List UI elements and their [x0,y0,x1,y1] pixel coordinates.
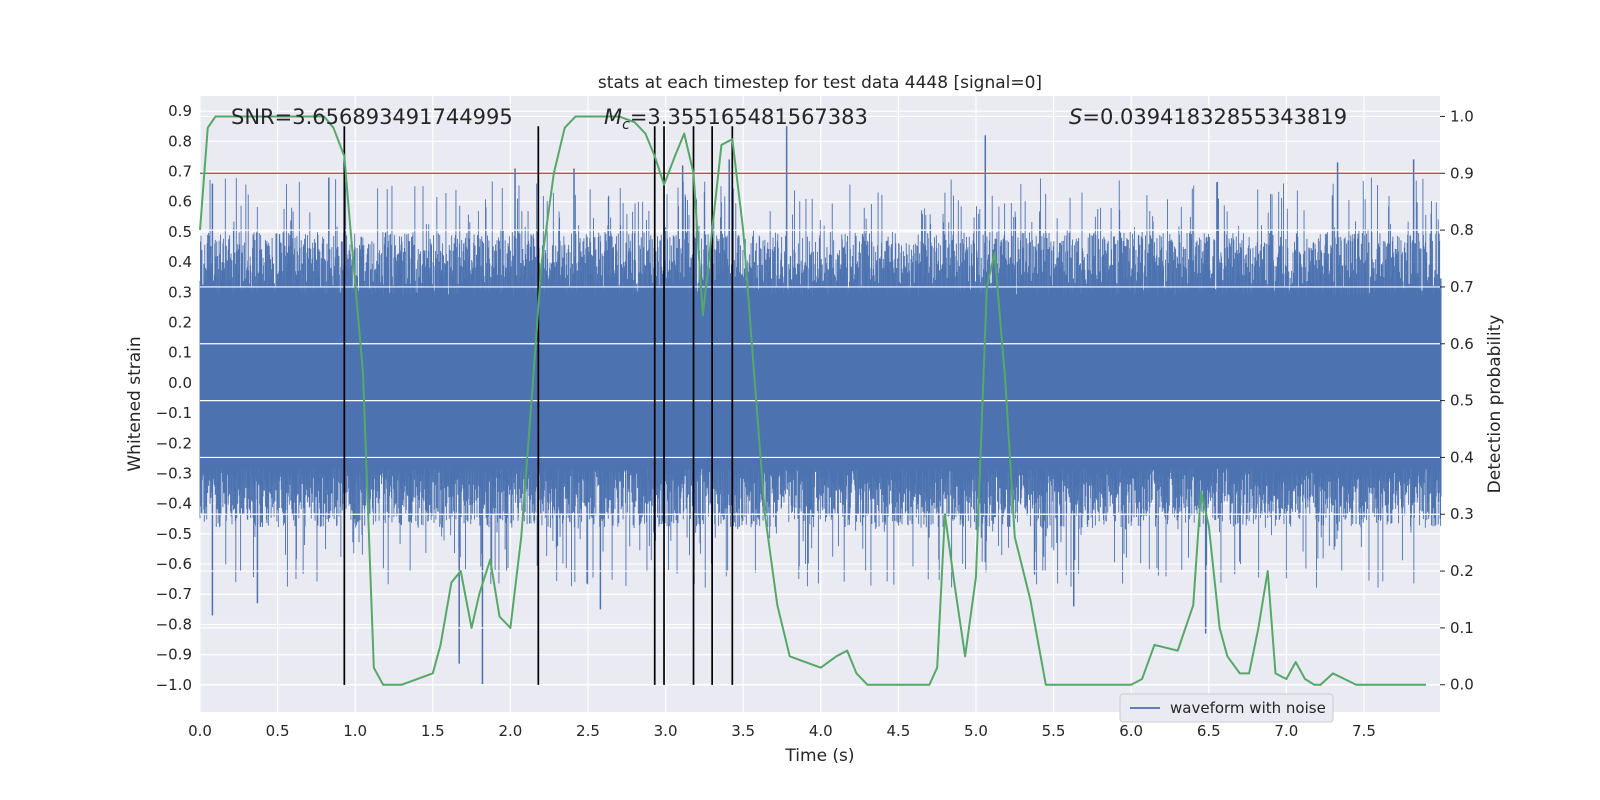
probability-line [199,115,1427,686]
y2-tick-label: 0.2 [1450,562,1474,580]
y-tick-label: 0.2 [168,313,192,331]
y2-tick-label: 0.8 [1450,221,1474,239]
x-tick-label: 2.5 [576,722,600,740]
y-tick-label: 0.9 [168,102,192,120]
x-tick-label: 6.5 [1197,722,1221,740]
y-tick-label: 0.6 [168,193,192,211]
s-value: =0.03941832855343819 [1082,105,1347,129]
y-tick-label: −0.2 [156,434,192,452]
y-tick-label: 0.7 [168,162,192,180]
vertical-markers [343,126,734,685]
x-tick-label: 5.5 [1042,722,1066,740]
y-tick-label: −0.1 [156,404,192,422]
x-tick-label: 4.5 [886,722,910,740]
y2-tick-label: 0.0 [1450,676,1474,694]
mc-subscript: c [622,117,630,133]
waveform-series [199,126,1442,685]
mc-value: =3.355165481567383 [630,105,868,129]
x-tick-label: 0.0 [188,722,212,740]
snr-annotation: SNR=3.656893491744995 [231,105,513,129]
x-tick-label: 3.0 [654,722,678,740]
x-tick-label: 1.0 [343,722,367,740]
y2-tick-label: 0.3 [1450,505,1474,523]
probability-series [199,115,1427,686]
x-tick-label: 1.5 [421,722,445,740]
y-tick-label: −0.9 [156,646,192,664]
y2-tick-label: 0.4 [1450,448,1474,466]
x-tick-label: 0.5 [266,722,290,740]
y-tick-label: −0.5 [156,525,192,543]
y-tick-label: 0.1 [168,344,192,362]
y-tick-label: −0.6 [156,555,192,573]
x-axis-label: Time (s) [784,746,854,766]
x-tick-label: 3.5 [731,722,755,740]
y2-tick-label: 1.0 [1450,107,1474,125]
s-symbol: S [1069,105,1082,129]
legend-box [1119,693,1334,723]
y2-tick-label: 0.1 [1450,619,1474,637]
legend: waveform with noise [1119,693,1334,723]
y-tick-label: −0.7 [156,585,192,603]
y2-axis-label: Detection probability [1485,315,1505,494]
y2-tick-label: 0.6 [1450,335,1474,353]
x-tick-label: 5.0 [964,722,988,740]
y-tick-label: −1.0 [156,676,192,694]
y2-tick-label: 0.5 [1450,392,1474,410]
y-tick-label: 0.4 [168,253,192,271]
axis-ticks: 0.0 0.5 1.0 1.5 2.0 2.5 3.0 3.5 4.0 4.5 5.0 5.5 6.0 6… [156,102,1474,740]
y-axis-label: Whitened strain [125,336,145,471]
y-tick-label: 0.8 [168,132,192,150]
x-tick-label: 4.0 [809,722,833,740]
y-tick-label: −0.8 [156,615,192,633]
s-annotation: S=0.03941832855343819 [1069,105,1347,129]
x-tick-label: 6.0 [1119,722,1143,740]
y-tick-label: 0.5 [168,223,192,241]
y-tick-label: −0.4 [156,495,192,513]
chart-title: stats at each timestep for test data 444… [598,73,1042,93]
x-tick-label: 7.5 [1352,722,1376,740]
y2-tick-label: 0.9 [1450,164,1474,182]
mc-symbol: M [604,105,622,129]
y2-tick-label: 0.7 [1450,278,1474,296]
mc-annotation: Mc=3.355165481567383 [604,105,868,133]
x-tick-label: 2.0 [498,722,522,740]
legend-label: waveform with noise [1170,699,1326,717]
x-tick-label: 7.0 [1274,722,1298,740]
y-tick-label: −0.3 [156,464,192,482]
waveform-core [200,295,1440,468]
y-tick-label: 0.0 [168,374,192,392]
y-tick-label: 0.3 [168,283,192,301]
